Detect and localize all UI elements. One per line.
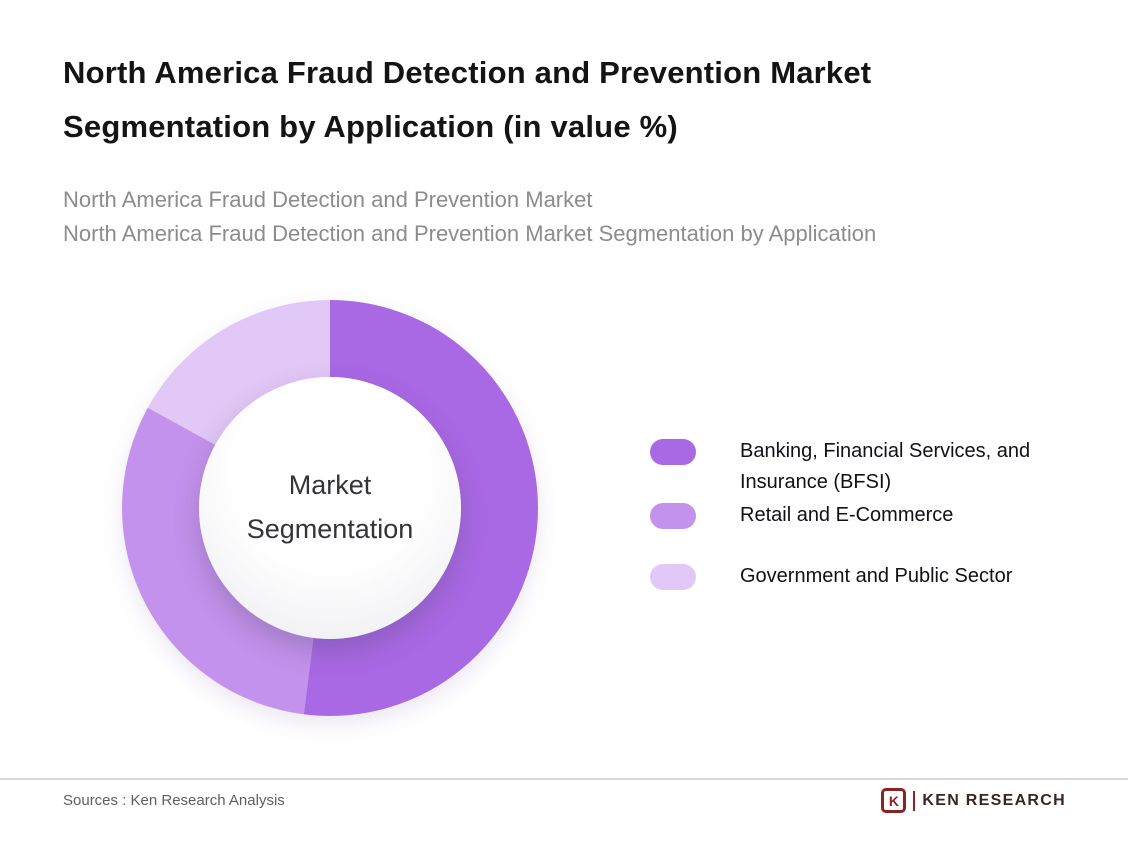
sources-text: Sources : Ken Research Analysis: [63, 792, 285, 809]
subtitle-line-2: North America Fraud Detection and Preven…: [63, 221, 877, 246]
ken-research-logo-mark-icon: K: [881, 788, 907, 813]
page-title-line-1: North America Fraud Detection and Preven…: [63, 55, 872, 90]
legend-item-retail: Retail and E-Commerce: [650, 500, 1072, 531]
logo-text: KEN RESEARCH: [922, 791, 1066, 809]
legend-label-retail: Retail and E-Commerce: [740, 504, 954, 526]
legend-swatch-government: [650, 564, 696, 590]
subtitle: North America Fraud Detection and Preven…: [63, 183, 876, 251]
legend-label-government: Government and Public Sector: [740, 565, 1013, 587]
legend-item-bfsi: Banking, Financial Services, and Insuran…: [650, 436, 1072, 498]
legend-item-government: Government and Public Sector: [650, 561, 1072, 592]
donut-chart: Market Segmentation: [122, 300, 538, 716]
chart-legend: Banking, Financial Services, and Insuran…: [650, 436, 1072, 592]
legend-swatch-retail: [650, 503, 696, 529]
logo-separator: [913, 790, 916, 811]
subtitle-line-1: North America Fraud Detection and Preven…: [63, 187, 593, 212]
ken-research-logo: K KEN RESEARCH: [881, 788, 1066, 813]
donut-center: Market Segmentation: [199, 377, 461, 639]
page-title: North America Fraud Detection and Preven…: [63, 46, 871, 154]
legend-label-bfsi: Banking, Financial Services, and Insuran…: [740, 440, 1031, 493]
page-title-line-2: Segmentation by Application (in value %): [63, 109, 678, 144]
donut-center-label: Market Segmentation: [246, 470, 414, 544]
footer-divider: [0, 778, 1128, 780]
legend-swatch-bfsi: [650, 439, 696, 465]
